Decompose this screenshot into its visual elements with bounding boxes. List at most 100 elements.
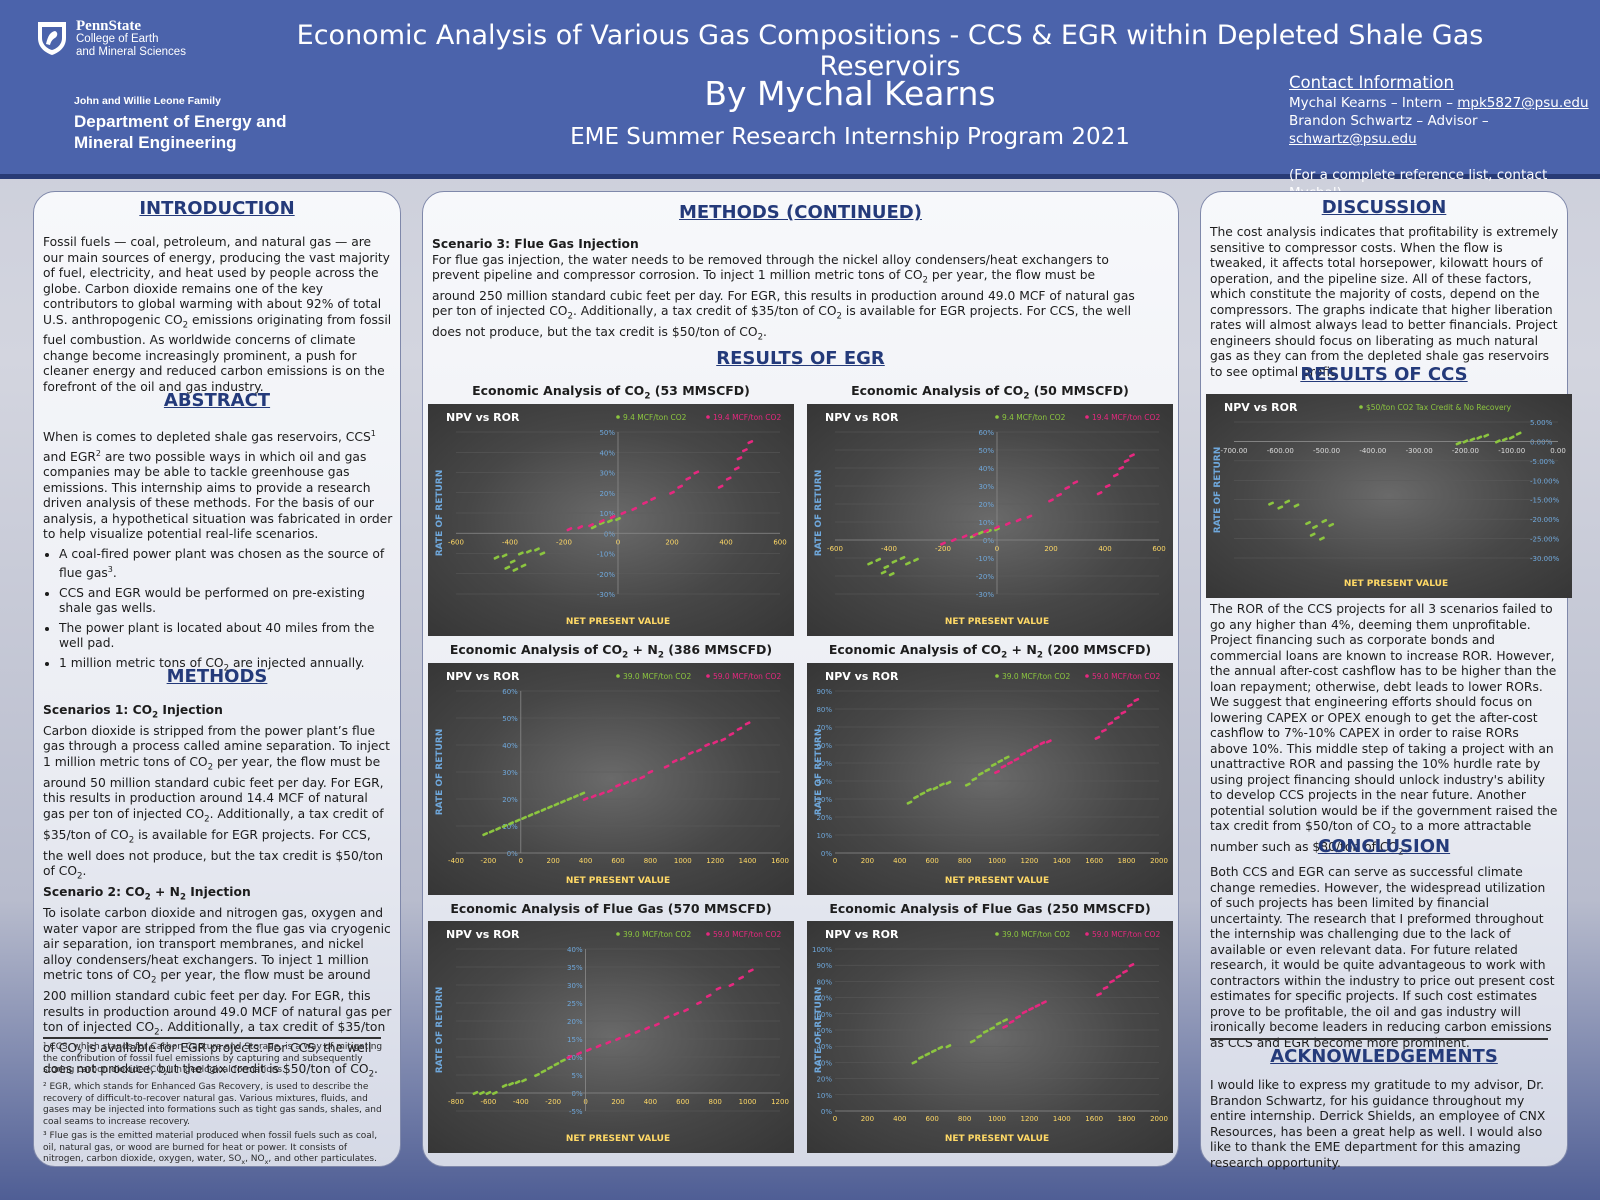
data-point [891, 559, 898, 564]
data-point [576, 1051, 583, 1056]
data-point [650, 496, 657, 501]
data-point [1048, 498, 1054, 503]
x-tick-label: -400 [881, 545, 897, 553]
data-point [1041, 1000, 1047, 1005]
legend-label: 59.0 MCF/ton CO2 [713, 930, 781, 939]
data-point [937, 1045, 944, 1050]
x-tick-label: 0.00 [1550, 447, 1566, 455]
y-tick-label: 30% [978, 483, 994, 491]
data-point [1483, 433, 1490, 438]
x-tick-label: -200.00 [1452, 447, 1479, 455]
chart-heading: NPV vs ROR [446, 411, 520, 424]
data-point [679, 756, 686, 761]
y-tick-label: 50% [816, 1027, 832, 1035]
y-tick-label: 20% [502, 796, 518, 804]
data-point [671, 759, 678, 764]
data-point [501, 823, 508, 829]
data-point [1007, 760, 1013, 766]
logo-line-1: PennState [76, 18, 141, 34]
legend-marker [616, 415, 620, 419]
data-point [521, 1078, 527, 1083]
data-point [704, 742, 711, 748]
chart-egr-co2-50: NPV vs ROR 9.4 MCF/ton CO2 19.4 MCF/ton CO… [807, 404, 1173, 636]
contact-title: Contact Information [1289, 73, 1454, 92]
s1-t3: . Additionally, a tax credit of $35/ton … [43, 806, 384, 842]
data-point [501, 553, 508, 558]
data-point [1293, 503, 1300, 508]
data-point [1129, 453, 1135, 458]
x-tick-label: 600 [1152, 545, 1165, 553]
chart-1-title: Economic Analysis of CO2 (53 MMSCFD) [472, 383, 750, 402]
bullet-4-a: 1 million metric tons of CO [59, 655, 224, 670]
data-point [514, 818, 521, 823]
data-point [976, 1034, 983, 1039]
x-tick-label: -700.00 [1220, 447, 1247, 455]
chart-heading: NPV vs ROR [825, 670, 899, 683]
chart-svg: NPV vs ROR 39.0 MCF/ton CO2 59.0 MCF/ton C… [812, 928, 1168, 1144]
x-tick-label: 800 [958, 857, 971, 865]
chart-ccs: NPV vs ROR $50/ton CO2 Tax Credit & No Re… [1206, 394, 1572, 598]
chart-svg: NPV vs ROR 39.0 MCF/ton CO2 59.0 MCF/ton C… [435, 670, 789, 886]
data-point [1002, 1018, 1009, 1023]
data-point [553, 1062, 560, 1067]
data-point [606, 788, 613, 794]
contact-1-email[interactable]: mpk5827@psu.edu [1457, 95, 1589, 111]
legend-label: 39.0 MCF/ton CO2 [623, 672, 691, 681]
legend-marker [706, 932, 710, 936]
chart-heading: NPV vs ROR [446, 928, 520, 941]
chart-egr-flue-250: NPV vs ROR 39.0 MCF/ton CO2 59.0 MCF/ton C… [807, 921, 1173, 1153]
y-tick-label: 25% [567, 1000, 583, 1008]
data-point [720, 737, 727, 742]
y-tick-label: -10.00% [1530, 477, 1560, 485]
data-point [899, 555, 906, 561]
x-tick-label: 0 [833, 857, 837, 865]
data-point [540, 1069, 547, 1074]
data-point [741, 448, 748, 453]
chart-egr-co2-n2-200: NPV vs ROR 39.0 MCF/ton CO2 59.0 MCF/ton C… [807, 663, 1173, 895]
data-point [644, 1026, 651, 1031]
contact-2-email[interactable]: schwartz@psu.edu [1289, 131, 1417, 147]
y-tick-label: 40% [816, 778, 832, 786]
x-tick-label: 600 [926, 857, 939, 865]
data-point [520, 563, 527, 568]
footnote-1: ¹ CCS, which stands for Carbon Capture a… [43, 1042, 383, 1077]
x-axis-title: NET PRESENT VALUE [566, 1134, 670, 1144]
chart-egr-co2-n2-386: NPV vs ROR 39.0 MCF/ton CO2 59.0 MCF/ton C… [428, 663, 794, 895]
x-tick-label: 600 [676, 1098, 689, 1106]
data-point [631, 506, 638, 512]
s2-t4: is available for EGR projects. For CCS, … [43, 1041, 372, 1077]
y-tick-label: 10% [816, 832, 832, 840]
x-tick-label: 400 [579, 857, 592, 865]
data-point [534, 1072, 540, 1078]
data-point [1102, 985, 1109, 990]
chart-svg: NPV vs ROR 9.4 MCF/ton CO2 19.4 MCF/ton CO… [435, 411, 787, 627]
intro-part-a: Fossil fuels — coal, petroleum, and natu… [43, 235, 390, 327]
y-tick-label: 0% [571, 1090, 582, 1098]
y-tick-label: 40% [502, 742, 518, 750]
dept-line-2: Mineral Engineering [74, 133, 237, 152]
y-tick-label: 30% [502, 769, 518, 777]
y-tick-label: 60% [978, 429, 994, 437]
y-tick-label: -20.00% [1530, 516, 1560, 524]
x-tick-label: 1200 [706, 857, 724, 865]
data-point [1277, 505, 1284, 510]
legend-label: $50/ton CO2 Tax Credit & No Recovery [1366, 403, 1512, 412]
x-tick-label: 400 [893, 1115, 906, 1123]
data-point [924, 1052, 931, 1057]
x-tick-label: 800 [958, 1115, 971, 1123]
y-tick-label: 0% [821, 850, 832, 858]
legend-label: 9.4 MCF/ton CO2 [1002, 413, 1066, 422]
data-point [582, 796, 589, 802]
x-axis-title: NET PRESENT VALUE [945, 1134, 1049, 1144]
data-point [736, 456, 743, 461]
y-tick-label: 40% [978, 465, 994, 473]
abs-part-b: and EGR [43, 449, 96, 464]
data-point [1309, 532, 1316, 537]
data-point [539, 551, 546, 556]
data-point [1064, 485, 1071, 490]
department-block: John and Willie Leone Family Department … [74, 95, 287, 153]
data-point [598, 518, 605, 524]
data-point [1028, 1006, 1034, 1012]
x-tick-label: 200 [665, 538, 678, 546]
s1-t1: Carbon dioxide is stripped from the powe… [43, 723, 391, 769]
